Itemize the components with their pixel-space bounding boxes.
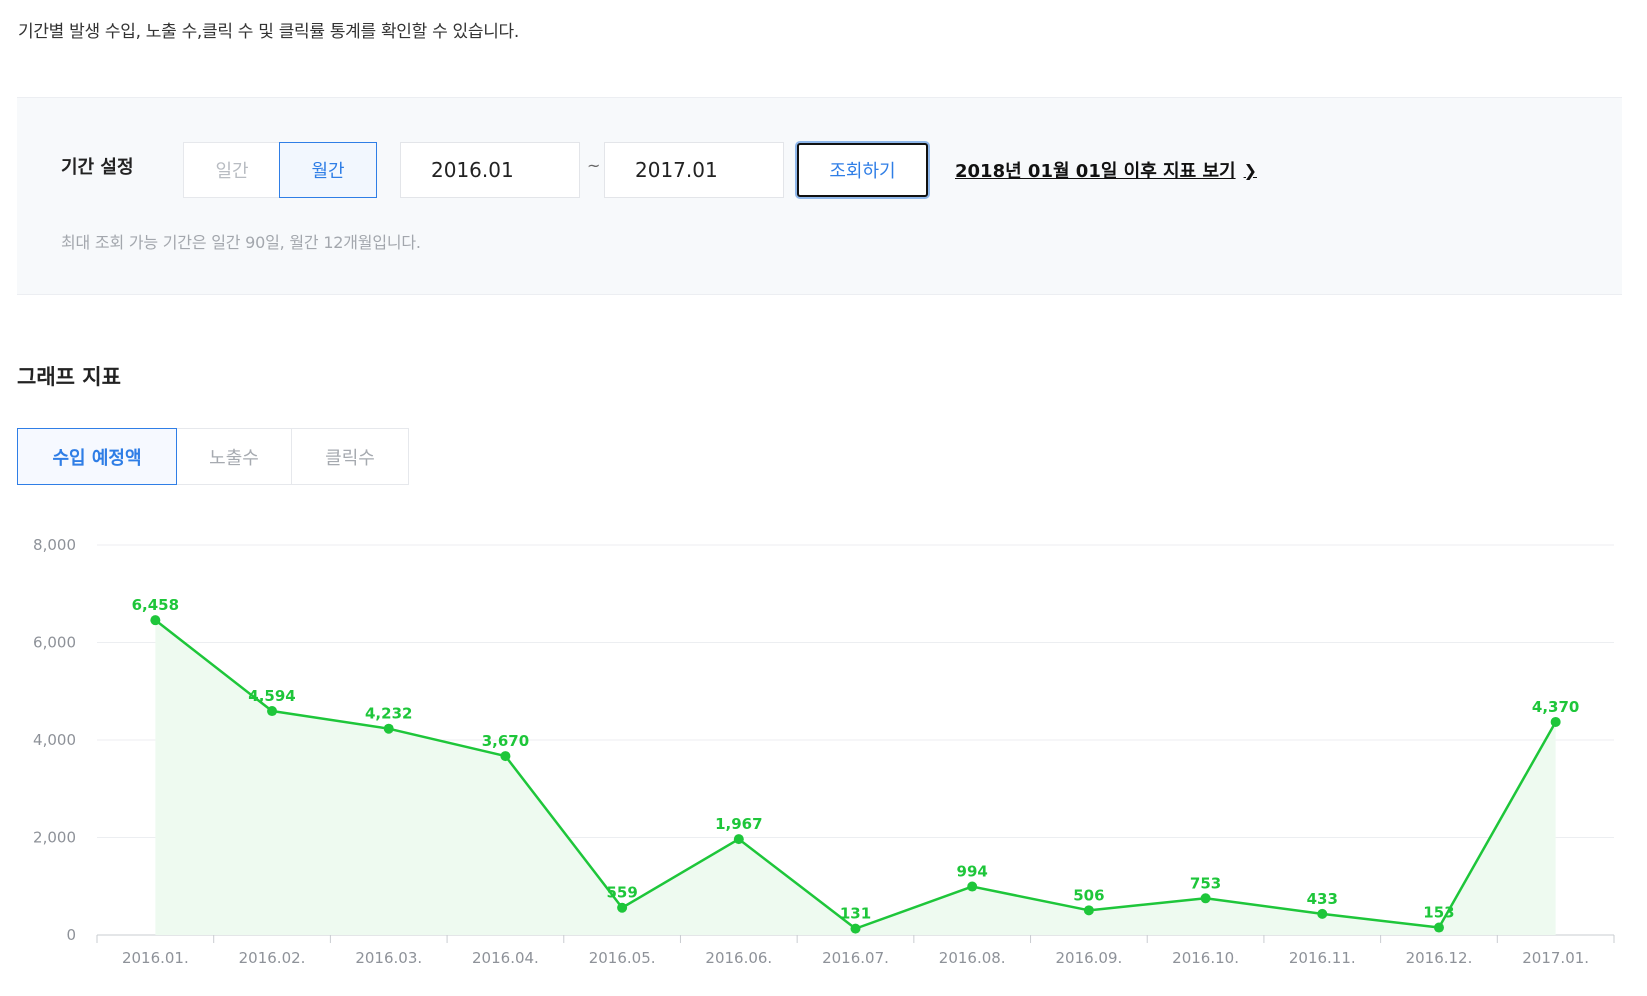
chevron-right-icon: ❯	[1243, 160, 1257, 180]
y-tick-label: 0	[66, 926, 76, 944]
data-point	[1433, 922, 1444, 933]
data-label: 131	[840, 905, 871, 923]
data-label: 559	[606, 884, 637, 902]
data-label: 506	[1073, 886, 1104, 904]
x-tick-label: 2016.02.	[239, 949, 306, 967]
tab-clicks[interactable]: 클릭수	[292, 428, 409, 485]
data-point	[267, 706, 278, 717]
page-description: 기간별 발생 수입, 노출 수,클릭 수 및 클릭률 통계를 확인할 수 있습니…	[18, 22, 519, 42]
data-point	[850, 923, 861, 934]
x-tick-label: 2016.07.	[822, 949, 889, 967]
tab-income[interactable]: 수입 예정액	[17, 428, 177, 485]
end-date-input[interactable]	[604, 142, 784, 198]
data-label: 3,670	[482, 732, 529, 750]
monthly-toggle-button[interactable]: 월간	[279, 142, 377, 198]
data-label: 994	[957, 863, 988, 881]
x-tick-label: 2016.11.	[1289, 949, 1356, 967]
x-tick-label: 2017.01.	[1522, 949, 1589, 967]
data-label: 433	[1307, 890, 1338, 908]
metric-tabs: 수입 예정액 노출수 클릭수	[17, 428, 409, 485]
x-tick-label: 2016.12.	[1406, 949, 1473, 967]
period-settings-panel: 기간 설정 일간 월간 ~ 조회하기 2018년 01월 01일 이후 지표 보…	[17, 97, 1622, 295]
y-tick-label: 2,000	[33, 829, 76, 847]
data-point	[1200, 893, 1211, 904]
data-label: 753	[1190, 874, 1221, 892]
x-tick-label: 2016.10.	[1172, 949, 1239, 967]
after-2018-link[interactable]: 2018년 01월 01일 이후 지표 보기 ❯	[955, 157, 1257, 183]
data-point	[1317, 908, 1328, 919]
search-button[interactable]: 조회하기	[797, 143, 928, 197]
y-tick-label: 4,000	[33, 731, 76, 749]
start-date-input[interactable]	[400, 142, 580, 198]
data-point	[150, 615, 161, 626]
x-tick-label: 2016.06.	[705, 949, 772, 967]
data-label: 1,967	[715, 815, 762, 833]
data-point	[967, 881, 978, 892]
period-limit-note: 최대 조회 가능 기간은 일간 90일, 월간 12개월입니다.	[61, 233, 421, 252]
series-area	[155, 620, 1556, 935]
after-2018-link-label: 2018년 01월 01일 이후 지표 보기	[955, 161, 1236, 182]
x-tick-label: 2016.09.	[1055, 949, 1122, 967]
data-point	[383, 723, 394, 734]
data-label: 6,458	[132, 596, 179, 614]
data-label: 4,232	[365, 705, 412, 723]
x-tick-label: 2016.04.	[472, 949, 539, 967]
graph-section-title: 그래프 지표	[17, 365, 121, 389]
data-point	[733, 834, 744, 845]
data-label: 4,594	[248, 687, 295, 705]
tab-impressions[interactable]: 노출수	[177, 428, 292, 485]
x-tick-label: 2016.05.	[589, 949, 656, 967]
x-tick-label: 2016.03.	[355, 949, 422, 967]
x-tick-label: 2016.01.	[122, 949, 189, 967]
date-range-separator: ~	[587, 156, 601, 175]
data-point	[617, 902, 628, 913]
data-point	[1083, 905, 1094, 916]
period-label: 기간 설정	[61, 157, 134, 178]
data-label: 153	[1423, 904, 1454, 922]
data-point	[1550, 716, 1561, 727]
daily-toggle-button[interactable]: 일간	[183, 142, 280, 198]
data-label: 4,370	[1532, 698, 1579, 716]
y-tick-label: 6,000	[33, 634, 76, 652]
x-tick-label: 2016.08.	[939, 949, 1006, 967]
income-line-chart: 0 2,000 4,000 6,000 8,000 6,458 4,594 4,232 3,67…	[33, 536, 1615, 967]
data-point	[500, 751, 511, 762]
y-tick-label: 8,000	[33, 536, 76, 554]
